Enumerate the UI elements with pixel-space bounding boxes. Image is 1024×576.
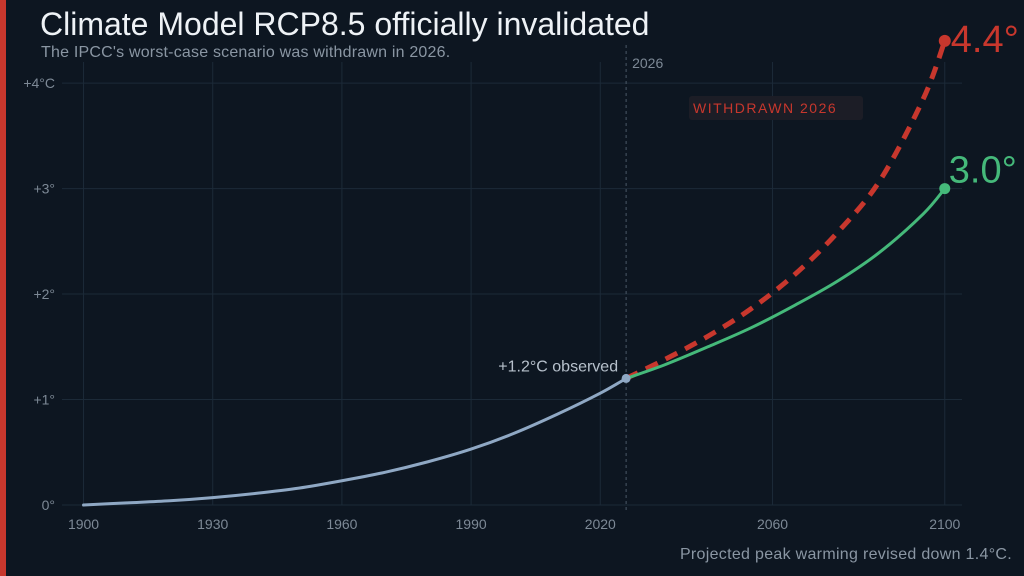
marker-line-group: 2026 <box>625 45 663 510</box>
x-tick-label: 1900 <box>68 516 99 532</box>
rcp85-endpoint-dot <box>938 34 951 47</box>
y-tick-label: +2° <box>33 286 55 302</box>
axes: 0° +1° +2° +3° +4°C 1900 1930 1960 1990 2020 2060 2… <box>23 75 960 532</box>
y-tick-label: +3° <box>33 181 55 197</box>
revised-end-value-label: 3.0° <box>949 150 1017 192</box>
observed-value-label: +1.2°C observed <box>498 358 618 375</box>
chart-title: Climate Model RCP8.5 officially invalida… <box>40 6 650 42</box>
marker-line-label: 2026 <box>632 55 663 71</box>
grid <box>62 62 962 506</box>
x-tick-label: 1990 <box>456 516 487 532</box>
observed-endpoint-dot <box>621 373 631 383</box>
x-tick-label: 2020 <box>585 516 616 532</box>
series-group <box>82 34 951 507</box>
revised-endpoint-dot <box>939 183 951 195</box>
withdrawn-label-background <box>689 96 863 120</box>
y-tick-label: +4°C <box>23 75 55 91</box>
observed-line <box>82 376 628 507</box>
chart-subtitle: The IPCC's worst-case scenario was withd… <box>41 44 451 61</box>
withdrawn-label: WITHDRAWN 2026 <box>693 100 837 116</box>
rcp85-dashed-line <box>625 40 948 381</box>
x-tick-label: 1960 <box>326 516 357 532</box>
y-tick-label: +1° <box>33 392 55 408</box>
x-tick-label: 1930 <box>197 516 228 532</box>
y-tick-label: 0° <box>42 497 55 513</box>
annotations-group: +1.2°C observed WITHDRAWN 2026 4.4° 3.0° <box>498 19 1019 376</box>
x-tick-label: 2060 <box>757 516 788 532</box>
rcp85-end-value-label: 4.4° <box>951 19 1019 61</box>
footnote: Projected peak warming revised down 1.4°… <box>679 546 1012 563</box>
revised-projection-line <box>624 187 947 380</box>
x-tick-label: 2100 <box>929 516 960 532</box>
accent-bar <box>0 0 6 576</box>
